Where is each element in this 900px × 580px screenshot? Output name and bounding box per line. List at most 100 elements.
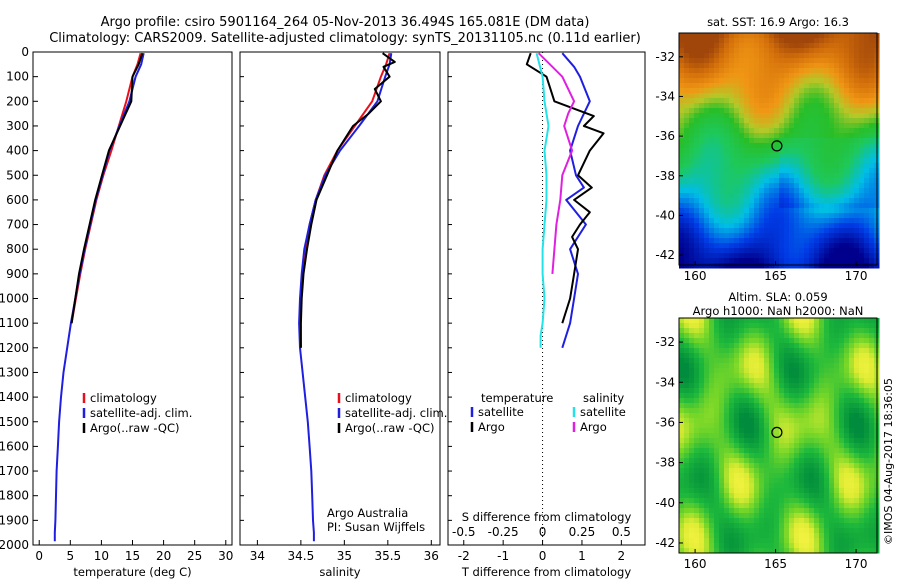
map-cell [854,358,860,364]
map-cell [869,58,875,64]
map-cell [869,443,875,449]
map-cell [839,168,845,174]
map-cell [869,378,875,384]
map-cell [804,83,810,89]
map-cell [709,388,715,394]
map-cell [819,43,825,49]
map-cell [709,483,715,489]
map-cell [794,318,800,324]
map-cell [824,148,830,154]
map-cell [854,168,860,174]
map-cell [784,343,790,349]
map-cell [769,198,775,204]
map-cell [759,518,765,524]
map-cell [759,73,765,79]
map-cell [784,323,790,329]
map-cell [869,498,875,504]
map-cell [834,358,840,364]
map-cell [839,238,845,244]
map-cell [829,203,835,209]
map-cell [844,243,850,249]
map-cell [724,383,730,389]
map-cell [764,33,770,39]
map-cell [684,458,690,464]
map-cell [744,193,750,199]
map-cell [794,248,800,254]
map-cell [739,348,745,354]
map-cell [829,83,835,89]
map-cell [834,458,840,464]
map-cell [739,108,745,114]
map-cell [859,503,865,509]
map-cell [714,123,720,129]
map-cell [864,328,870,334]
map-cell [759,343,765,349]
map-cell [794,118,800,124]
map-cell [709,408,715,414]
map-cell [679,103,685,109]
y-tick-label: 200 [6,94,29,108]
map-cell [769,438,775,444]
map-cell [839,438,845,444]
map-cell [679,518,685,524]
map-cell [819,193,825,199]
map-cell [854,538,860,544]
map-cell [814,438,820,444]
map-cell [684,223,690,229]
map-cell [814,203,820,209]
map-cell [684,523,690,529]
map-cell [689,53,695,59]
map-cell [679,508,685,514]
map-cell [829,483,835,489]
map-cell [744,158,750,164]
map-cell [689,133,695,139]
map-cell [744,418,750,424]
map-cell [819,423,825,429]
map-cell [679,88,685,94]
map-cell [759,133,765,139]
map-cell [784,48,790,54]
map-cell [824,83,830,89]
map-cell [784,468,790,474]
map-cell [734,398,740,404]
map-cell [849,323,855,329]
map-cell [769,33,775,39]
map-cell [679,453,685,459]
map-cell [769,463,775,469]
map-cell [854,58,860,64]
map-cell [709,348,715,354]
map-cell [869,468,875,474]
map-cell [759,333,765,339]
map-cell [684,188,690,194]
map-cell [749,203,755,209]
map-cell [734,243,740,249]
map-cell [799,33,805,39]
map-cell [844,153,850,159]
map-cell [779,368,785,374]
map-cell [859,38,865,44]
x-tick-label: -1 [497,549,509,563]
map-cell [749,513,755,519]
map-y-tick-label: -38 [655,169,675,183]
map-cell [859,163,865,169]
y-tick-label: 1400 [0,390,29,404]
map-cell [849,438,855,444]
map-cell [804,418,810,424]
map-cell [819,463,825,469]
map-cell [814,138,820,144]
map-cell [824,538,830,544]
map-cell [779,93,785,99]
map-cell [819,508,825,514]
map-cell [774,388,780,394]
map-cell [839,413,845,419]
map-cell [794,43,800,49]
map-cell [824,408,830,414]
map-cell [844,138,850,144]
map-cell [849,118,855,124]
map-cell [759,368,765,374]
map-cell [844,78,850,84]
map-cell [709,393,715,399]
legend-label: climatology [345,391,412,405]
map-cell [729,213,735,219]
map-cell [709,433,715,439]
